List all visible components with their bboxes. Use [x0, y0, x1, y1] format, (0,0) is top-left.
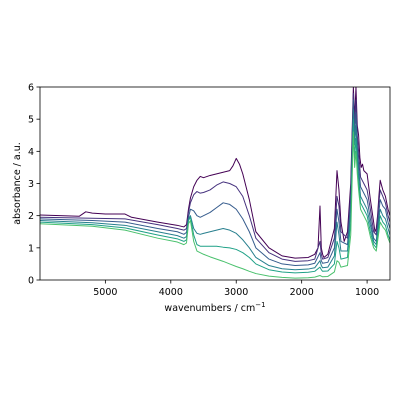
- y-tick-label: 4: [28, 147, 34, 158]
- spectrum-line-3: [40, 99, 390, 267]
- spectrum-line-6: [40, 131, 390, 279]
- x-axis-label-text: wavenumbers / cm: [164, 303, 255, 314]
- spectrum-line-4: [40, 109, 390, 271]
- series-layer: [40, 87, 390, 279]
- y-axis-ticks: 0 1 2 3 4 5 6: [28, 83, 40, 287]
- x-axis-ticks: 5000 4000 3000 2000 1000: [93, 280, 379, 298]
- spectrum-line-2: [40, 92, 390, 262]
- spectrum-line-1: [40, 87, 390, 259]
- y-tick-label: 0: [28, 276, 34, 287]
- x-tick-label: 1000: [355, 287, 379, 298]
- x-tick-label: 4000: [159, 287, 183, 298]
- spectrum-line-5: [40, 118, 390, 274]
- x-axis-label-superscript: −1: [255, 301, 265, 309]
- x-tick-label: 2000: [290, 287, 314, 298]
- y-tick-label: 5: [28, 115, 34, 126]
- y-axis-label: absorbance / a.u.: [12, 142, 23, 225]
- x-axis-label: wavenumbers / cm−1: [164, 301, 265, 314]
- y-tick-label: 6: [28, 83, 34, 94]
- y-tick-label: 3: [28, 179, 34, 190]
- y-tick-label: 2: [28, 211, 34, 222]
- y-tick-label: 1: [28, 243, 34, 254]
- x-tick-label: 5000: [93, 287, 117, 298]
- plot-frame: [39, 86, 391, 281]
- x-tick-label: 3000: [224, 287, 248, 298]
